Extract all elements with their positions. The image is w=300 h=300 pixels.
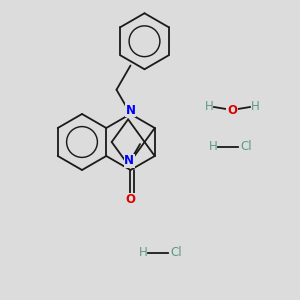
Text: H: H	[250, 100, 260, 113]
Text: H: H	[208, 140, 217, 154]
Text: H: H	[205, 100, 213, 113]
Text: H: H	[139, 247, 147, 260]
Text: Cl: Cl	[240, 140, 252, 154]
Text: O: O	[125, 193, 136, 206]
Text: N: N	[125, 103, 136, 116]
Text: O: O	[227, 103, 237, 116]
Text: Cl: Cl	[170, 247, 182, 260]
Text: N: N	[124, 154, 134, 167]
